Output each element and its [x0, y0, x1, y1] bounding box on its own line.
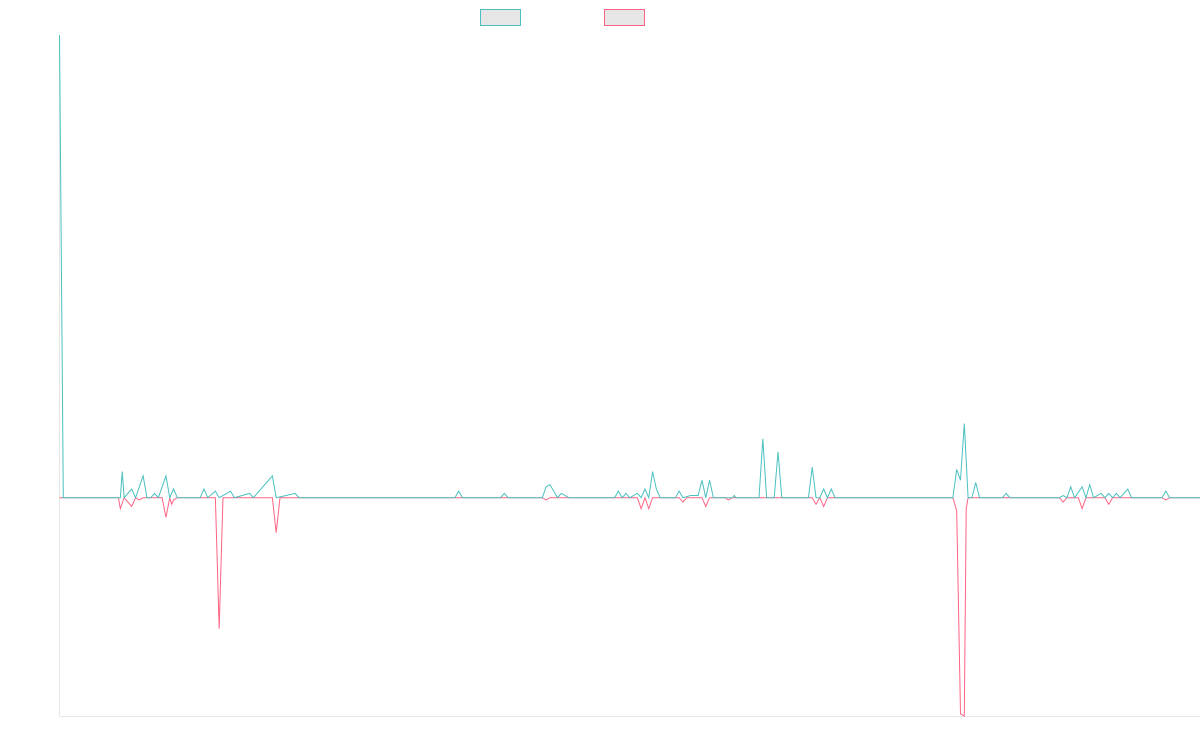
series-line-2	[59, 496, 1200, 717]
legend-swatch-series-1[interactable]	[480, 9, 521, 26]
series-layer	[59, 34, 1200, 717]
series-line-1	[59, 34, 1200, 500]
legend-swatch-series-2[interactable]	[604, 9, 645, 26]
